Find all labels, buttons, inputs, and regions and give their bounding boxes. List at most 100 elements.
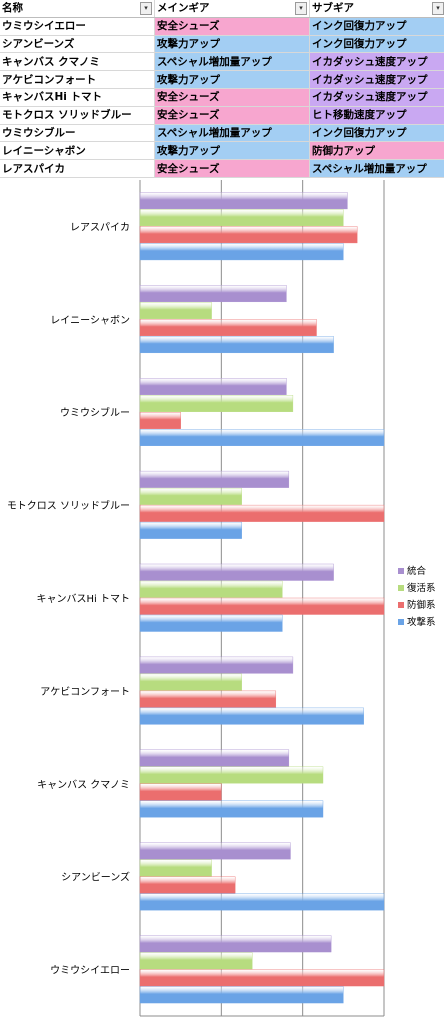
legend-label: 復活系 xyxy=(407,582,436,594)
gear-name-cell[interactable]: ウミウシブルー xyxy=(0,124,155,143)
table-row: モトクロス ソリッドブルー 安全シューズ ヒト移動速度アップ xyxy=(0,106,444,125)
legend-label: 攻撃系 xyxy=(407,616,436,628)
bar-攻撃系 xyxy=(139,986,344,1004)
bar-統合 xyxy=(139,842,291,860)
gear-name-cell[interactable]: アケビコンフォート xyxy=(0,70,155,89)
bar-攻撃系 xyxy=(139,800,324,818)
main-gear-cell[interactable]: 安全シューズ xyxy=(154,106,310,125)
table-header-row: 名称 ▾ メインギア ▾ サブギア ▾ xyxy=(0,0,444,18)
bar-統合 xyxy=(139,935,332,953)
bar-攻撃系 xyxy=(139,243,344,261)
bar-防御系 xyxy=(139,412,181,429)
column-header[interactable]: サブギア ▾ xyxy=(309,0,444,18)
category-label: アケビコンフォート xyxy=(40,686,130,698)
bar-復活系 xyxy=(139,766,324,784)
bar-防御系 xyxy=(139,876,236,894)
column-header[interactable]: 名称 ▾ xyxy=(0,0,155,18)
bar-復活系 xyxy=(139,952,253,970)
bar-統合 xyxy=(139,470,290,488)
column-header-label: サブギア xyxy=(312,2,354,15)
bar-防御系 xyxy=(139,319,317,337)
main-gear-cell[interactable]: 攻撃力アップ xyxy=(154,70,310,89)
legend-label: 防御系 xyxy=(407,599,436,611)
bar-防御系 xyxy=(139,969,385,987)
category-label: モトクロス ソリッドブルー xyxy=(7,499,130,512)
category-label: シアンビーンズ xyxy=(61,871,130,884)
bar-復活系 xyxy=(139,673,242,691)
table-row: シアンビーンズ 攻撃力アップ インク回復力アップ xyxy=(0,35,444,54)
sub-gear-cell[interactable]: イカダッシュ速度アップ xyxy=(309,70,444,89)
bar-統合 xyxy=(139,563,334,581)
gear-name-cell[interactable]: キャンバスHi トマト xyxy=(0,88,155,107)
sub-gear-cell[interactable]: イカダッシュ速度アップ xyxy=(309,52,444,72)
bar-統合 xyxy=(139,192,348,210)
bar-統合 xyxy=(139,378,287,395)
bar-統合 xyxy=(139,656,294,674)
legend-label: 統合 xyxy=(407,565,427,577)
gear-name-cell[interactable]: レアスパイカ xyxy=(0,159,155,178)
sub-gear-cell[interactable]: ヒト移動速度アップ xyxy=(309,106,444,125)
category-label: キャンバス クマノミ xyxy=(37,779,130,791)
sub-gear-cell[interactable]: スペシャル増加量アップ xyxy=(309,159,444,178)
bar-復活系 xyxy=(139,209,344,227)
column-header-label: 名称 xyxy=(2,2,23,15)
category-label: レアスパイカ xyxy=(70,221,130,233)
table-row: ウミウシブルー スペシャル増加量アップ インク回復力アップ xyxy=(0,124,444,143)
column-header[interactable]: メインギア ▾ xyxy=(154,0,310,18)
category-label: ウミウシイエロー xyxy=(50,965,130,977)
bar-攻撃系 xyxy=(139,893,385,911)
sub-gear-cell[interactable]: イカダッシュ速度アップ xyxy=(309,88,444,107)
sub-gear-cell[interactable]: 防御力アップ xyxy=(309,141,444,161)
bar-統合 xyxy=(139,285,287,303)
legend-swatch xyxy=(398,585,404,591)
main-gear-cell[interactable]: 安全シューズ xyxy=(154,159,310,178)
sub-gear-cell[interactable]: インク回復力アップ xyxy=(309,124,444,143)
main-gear-cell[interactable]: 安全シューズ xyxy=(154,17,310,36)
bar-防御系 xyxy=(139,226,358,244)
legend-swatch xyxy=(398,568,404,574)
gear-name-cell[interactable]: モトクロス ソリッドブルー xyxy=(0,106,155,125)
legend-swatch xyxy=(398,602,404,608)
category-label: レイニーシャボン xyxy=(50,314,130,326)
legend-swatch xyxy=(398,619,404,625)
gear-name-cell[interactable]: キャンバス クマノミ xyxy=(0,52,155,72)
bar-攻撃系 xyxy=(139,521,242,539)
bar-復活系 xyxy=(139,487,242,505)
column-header-label: メインギア xyxy=(157,2,210,15)
main-gear-cell[interactable]: 攻撃力アップ xyxy=(154,141,310,161)
bar-復活系 xyxy=(139,859,212,877)
bar-攻撃系 xyxy=(139,707,364,725)
filter-dropdown-icon[interactable]: ▾ xyxy=(295,1,307,15)
bar-統合 xyxy=(139,749,290,767)
table-row: レアスパイカ 安全シューズ スペシャル増加量アップ xyxy=(0,159,444,178)
sub-gear-cell[interactable]: インク回復力アップ xyxy=(309,35,444,54)
bar-攻撃系 xyxy=(139,614,283,632)
table-row: ウミウシイエロー 安全シューズ インク回復力アップ xyxy=(0,17,444,36)
main-gear-cell[interactable]: 攻撃力アップ xyxy=(154,35,310,54)
filter-dropdown-icon[interactable]: ▾ xyxy=(140,1,152,15)
gear-name-cell[interactable]: シアンビーンズ xyxy=(0,35,155,54)
bar-復活系 xyxy=(139,302,212,320)
bar-復活系 xyxy=(139,395,294,412)
category-label: ウミウシブルー xyxy=(60,406,130,419)
gear-name-cell[interactable]: ウミウシイエロー xyxy=(0,17,155,36)
table-row: キャンバス クマノミ スペシャル増加量アップ イカダッシュ速度アップ xyxy=(0,52,444,72)
table-row: アケビコンフォート 攻撃力アップ イカダッシュ速度アップ xyxy=(0,70,444,89)
bar-防御系 xyxy=(139,783,222,801)
gear-table: 名称 ▾ メインギア ▾ サブギア ▾ ウミウシイエロー 安全シューズ インク回復力アップ シアン… xyxy=(0,0,444,178)
bar-攻撃系 xyxy=(139,429,385,446)
gear-name-cell[interactable]: レイニーシャボン xyxy=(0,141,155,161)
bar-攻撃系 xyxy=(139,336,334,354)
bar-防御系 xyxy=(139,597,385,615)
bar-復活系 xyxy=(139,580,283,598)
main-gear-cell[interactable]: スペシャル増加量アップ xyxy=(154,52,310,72)
sub-gear-cell[interactable]: インク回復力アップ xyxy=(309,17,444,36)
table-row: キャンバスHi トマト 安全シューズ イカダッシュ速度アップ xyxy=(0,88,444,107)
main-gear-cell[interactable]: 安全シューズ xyxy=(154,88,310,107)
main-gear-cell[interactable]: スペシャル増加量アップ xyxy=(154,124,310,143)
table-row: レイニーシャボン 攻撃力アップ 防御力アップ xyxy=(0,141,444,161)
chart-bars xyxy=(139,192,385,1004)
